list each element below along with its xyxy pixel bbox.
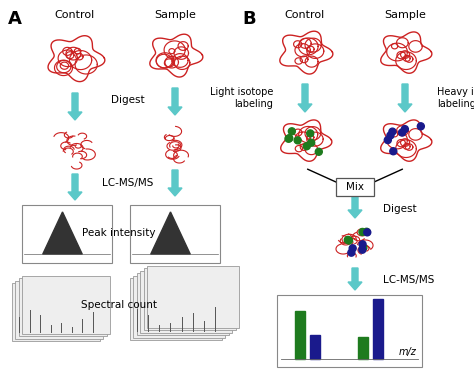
Circle shape — [307, 130, 314, 137]
Circle shape — [359, 229, 366, 236]
Circle shape — [389, 128, 396, 135]
Text: Mix: Mix — [346, 182, 364, 192]
Text: m/z: m/z — [399, 347, 417, 357]
Text: Spectral count: Spectral count — [81, 300, 157, 310]
Circle shape — [364, 229, 371, 236]
Polygon shape — [68, 174, 82, 200]
Polygon shape — [43, 212, 82, 254]
Circle shape — [308, 139, 315, 146]
Circle shape — [384, 137, 392, 144]
Bar — [19, 278, 107, 336]
Bar — [22, 276, 110, 334]
Text: Digest: Digest — [111, 95, 145, 105]
Text: A: A — [8, 10, 22, 28]
Bar — [12, 283, 100, 341]
Bar — [277, 295, 422, 367]
Bar — [310, 335, 320, 359]
Bar — [147, 266, 239, 328]
Polygon shape — [348, 268, 362, 290]
Circle shape — [344, 236, 351, 243]
Text: Sample: Sample — [384, 10, 426, 20]
Text: Digest: Digest — [383, 204, 417, 214]
Circle shape — [359, 246, 366, 253]
Circle shape — [401, 126, 409, 132]
Polygon shape — [348, 197, 362, 218]
Text: LC-MS/MS: LC-MS/MS — [102, 178, 154, 188]
Text: Control: Control — [285, 10, 325, 20]
Bar — [144, 268, 236, 330]
Text: Control: Control — [55, 10, 95, 20]
Bar — [295, 311, 305, 359]
Bar — [336, 178, 374, 196]
Circle shape — [359, 241, 366, 248]
Circle shape — [303, 143, 310, 150]
Polygon shape — [398, 84, 412, 112]
Bar — [130, 205, 220, 263]
Circle shape — [363, 228, 370, 235]
Polygon shape — [68, 93, 82, 120]
Text: B: B — [242, 10, 255, 28]
Bar — [130, 278, 222, 340]
Polygon shape — [151, 212, 190, 254]
Circle shape — [315, 148, 322, 155]
Circle shape — [417, 123, 424, 130]
Circle shape — [348, 249, 355, 256]
Bar — [137, 273, 229, 335]
Bar — [134, 276, 226, 338]
Circle shape — [349, 245, 356, 252]
Polygon shape — [298, 84, 312, 112]
Bar — [358, 337, 368, 359]
Bar — [140, 270, 233, 332]
Polygon shape — [168, 170, 182, 196]
Text: LC-MS/MS: LC-MS/MS — [383, 275, 434, 285]
Text: Sample: Sample — [154, 10, 196, 20]
Text: Peak intensity: Peak intensity — [82, 228, 156, 238]
Circle shape — [294, 137, 301, 144]
Bar — [373, 299, 383, 359]
Circle shape — [390, 148, 397, 155]
Circle shape — [346, 237, 353, 244]
Text: Light isotope
labeling: Light isotope labeling — [210, 87, 273, 109]
Circle shape — [285, 135, 292, 142]
Circle shape — [399, 129, 406, 136]
Circle shape — [286, 135, 293, 142]
Polygon shape — [168, 88, 182, 115]
Circle shape — [387, 132, 394, 139]
Bar — [22, 205, 112, 263]
Bar — [16, 280, 103, 338]
Text: Heavy isotope
labeling: Heavy isotope labeling — [437, 87, 474, 109]
Circle shape — [360, 244, 367, 251]
Circle shape — [288, 128, 295, 135]
